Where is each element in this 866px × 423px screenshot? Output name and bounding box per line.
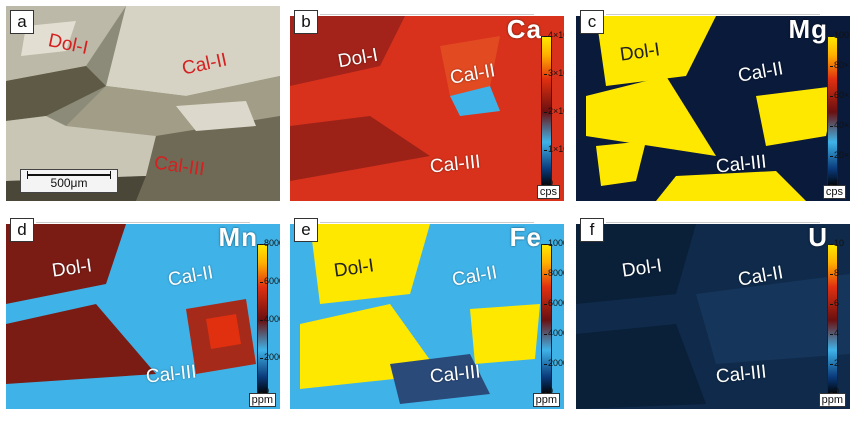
- panel-letter: b: [294, 10, 318, 34]
- colorbar-tick: 60×10³: [830, 90, 850, 100]
- colorbar-tick: 3×10⁵: [544, 68, 564, 78]
- fe-map-image: [290, 214, 564, 409]
- element-symbol: Mg: [788, 14, 828, 44]
- element-symbol: Mn: [218, 222, 258, 252]
- axis-top: [606, 216, 820, 223]
- colorbar-tick: 4×10⁵: [544, 30, 564, 40]
- u-map-image: [576, 214, 850, 409]
- colorbar-tick: 4000: [260, 314, 280, 324]
- colorbar-tick: 0: [830, 178, 850, 188]
- panel-letter: f: [580, 218, 604, 242]
- panel-c-mg-map: c Mg Dol-I Cal-II Cal-III 100×10³ 80×10³…: [576, 6, 850, 201]
- mn-map-image: [6, 214, 280, 409]
- unit-label: ppm: [532, 393, 560, 407]
- panel-a-photomicrograph: a Dol-I Cal-II Cal-III 500μm: [6, 6, 280, 201]
- unit-label: ppm: [248, 393, 276, 407]
- panel-letter: a: [10, 10, 34, 34]
- unit-label: ppm: [818, 393, 846, 407]
- colorbar-tick: 0: [544, 386, 564, 396]
- colorbar-tick: 0: [260, 386, 280, 396]
- unit-label: cps: [536, 185, 560, 199]
- colorbar-tick: 4: [830, 328, 850, 338]
- colorbar-tick: 6: [830, 298, 850, 308]
- colorbar-tick: 40×10³: [830, 120, 850, 130]
- mg-map-image: [576, 6, 850, 201]
- colorbar-tick: 6000: [260, 276, 280, 286]
- axis-top: [320, 216, 534, 223]
- colorbar-tick: 10: [830, 238, 850, 248]
- unit-label: cps: [822, 185, 846, 199]
- colorbar-tick: 80×10³: [830, 60, 850, 70]
- colorbar-tick: 100×10³: [830, 30, 850, 40]
- panel-b-ca-map: b Ca Dol-I Cal-II Cal-III 4×10⁵ 3×10⁵ 2×…: [290, 6, 564, 201]
- panel-letter: c: [580, 10, 604, 34]
- colorbar-tick: 0: [544, 178, 564, 188]
- colorbar: [827, 36, 838, 188]
- ca-map-image: [290, 6, 564, 201]
- panel-f-u-map: f U Dol-I Cal-II Cal-III 10 8 6 4 2 0 pp…: [576, 214, 850, 409]
- axis-top: [320, 8, 534, 15]
- colorbar-tick: 8000: [260, 238, 280, 248]
- panel-letter: e: [294, 218, 318, 242]
- panel-d-mn-map: d Mn Dol-I Cal-II Cal-III 8000 6000 4000…: [6, 214, 280, 409]
- panel-e-fe-map: e Fe Dol-I Cal-II Cal-III 10000 8000 600…: [290, 214, 564, 409]
- colorbar: [541, 244, 552, 396]
- element-symbol: Fe: [509, 222, 542, 252]
- panel-letter: d: [10, 218, 34, 242]
- scale-bar: 500μm: [20, 169, 118, 193]
- colorbar-tick: 0: [830, 386, 850, 396]
- colorbar-tick: 1×10⁵: [544, 144, 564, 154]
- colorbar-tick: 4000: [544, 328, 564, 338]
- colorbar-tick: 2×10⁵: [544, 106, 564, 116]
- element-symbol: Ca: [506, 14, 542, 44]
- scale-bar-line: [27, 171, 111, 179]
- colorbar-tick: 6000: [544, 298, 564, 308]
- scale-bar-label: 500μm: [50, 176, 88, 190]
- colorbar-tick: 2: [830, 358, 850, 368]
- axis-top: [36, 216, 250, 223]
- colorbar-tick: 20×10³: [830, 150, 850, 160]
- axis-top: [606, 8, 820, 15]
- colorbar-tick: 10000: [544, 238, 564, 248]
- colorbar-tick: 8: [830, 268, 850, 278]
- colorbar-tick: 8000: [544, 268, 564, 278]
- colorbar: [827, 244, 838, 396]
- element-symbol: U: [808, 222, 828, 252]
